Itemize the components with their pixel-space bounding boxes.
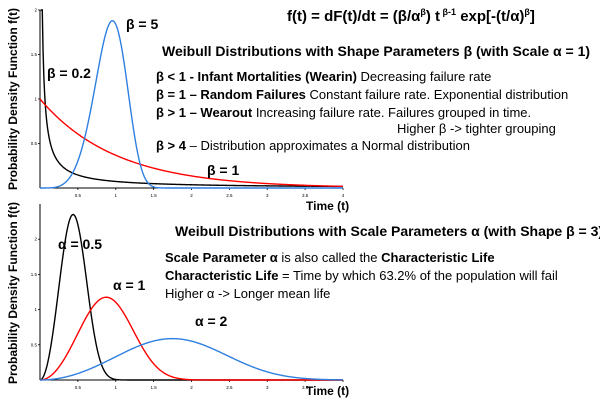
x-tick-label: 1.5 [150, 193, 157, 198]
label-beta-0-2: β = 0.2 [47, 65, 91, 81]
x-tick-label: 4 [342, 193, 345, 198]
x-tick-label: 2.5 [226, 385, 233, 390]
x-tick-label: 1.5 [150, 385, 157, 390]
x-tick-label: 3.5 [302, 193, 309, 198]
x-tick-label: 3 [266, 193, 269, 198]
bottom-x-axis-label: Time (t) [306, 384, 350, 398]
label-beta-1: β = 1 [207, 162, 240, 178]
series-curve-1-2 [40, 20, 343, 189]
x-tick-label: 1 [114, 193, 117, 198]
series-curve-2-1 [39, 296, 343, 381]
scale-line-definition: Characteristic Life = Time by which 63.2… [165, 268, 558, 283]
shape-line-higher-beta: Higher β -> tighter grouping [397, 121, 556, 136]
x-tick-label: 3.5 [302, 385, 309, 390]
shape-line-normal-approx: β > 4 – Distribution approximates a Norm… [156, 138, 470, 153]
x-tick-label: 2 [190, 193, 193, 198]
y-tick-label: 1.5 [31, 52, 38, 57]
series-curve-2-2 [40, 337, 344, 381]
weibull-pdf-formula: f(t) = dF(t)/dt = (β/αβ) t β-1 exp[-(t/α… [287, 7, 535, 25]
y-tick-label: 2 [34, 8, 37, 13]
x-tick-label: 2.5 [226, 193, 233, 198]
shape-line-random-failures: β = 1 – Random Failures Constant failure… [156, 87, 569, 102]
series-curve-1-0 [40, 9, 343, 188]
scale-section-title: Weibull Distributions with Scale Paramet… [175, 223, 600, 239]
y-tick-label: 0.5 [31, 141, 38, 146]
y-tick-label: 1 [34, 97, 37, 102]
x-tick-label: 0.5 [75, 193, 82, 198]
y-tick-label: 1.5 [31, 272, 38, 277]
shape-line-wearout: β > 1 – Wearout Increasing failure rate.… [156, 105, 532, 120]
x-tick-label: 3 [266, 385, 269, 390]
shape-line-infant-mortality: β < 1 - Infant Mortalities (Wearin) Decr… [156, 69, 492, 84]
y-tick-label: 1 [34, 307, 37, 312]
x-tick-label: 0.5 [75, 385, 82, 390]
label-alpha-0-5: α = 0.5 [58, 236, 103, 252]
bottom-y-axis-label: Probability Density Function f(t) [6, 202, 20, 384]
scale-line-higher-alpha: Higher α -> Longer mean life [165, 286, 331, 301]
x-tick-label: 4 [342, 385, 345, 390]
series-curve-1-1 [39, 98, 344, 188]
x-tick-label: 1 [114, 385, 117, 390]
top-x-axis-label: Time (t) [306, 199, 350, 213]
x-tick-label: 2 [190, 385, 193, 390]
shape-section-title: Weibull Distributions with Shape Paramet… [162, 43, 591, 59]
label-alpha-1: α = 1 [113, 277, 146, 293]
scale-line-characteristic-life: Scale Parameter α is also called the Cha… [165, 250, 495, 265]
label-beta-5: β = 5 [126, 16, 159, 32]
y-tick-label: 2 [34, 237, 37, 242]
label-alpha-2: α = 2 [195, 313, 228, 329]
y-tick-label: 0.5 [31, 342, 38, 347]
top-y-axis-label: Probability Density Function f(t) [6, 8, 20, 190]
scale-parameter-chart: 0.5 1 1.5 2 2.5 3 3.5 4 0.5 1 1.5 2 [31, 204, 345, 390]
shape-parameter-chart: 0.5 1 1.5 2 2.5 3 3.5 4 0.5 1 1.5 2 [31, 8, 345, 199]
